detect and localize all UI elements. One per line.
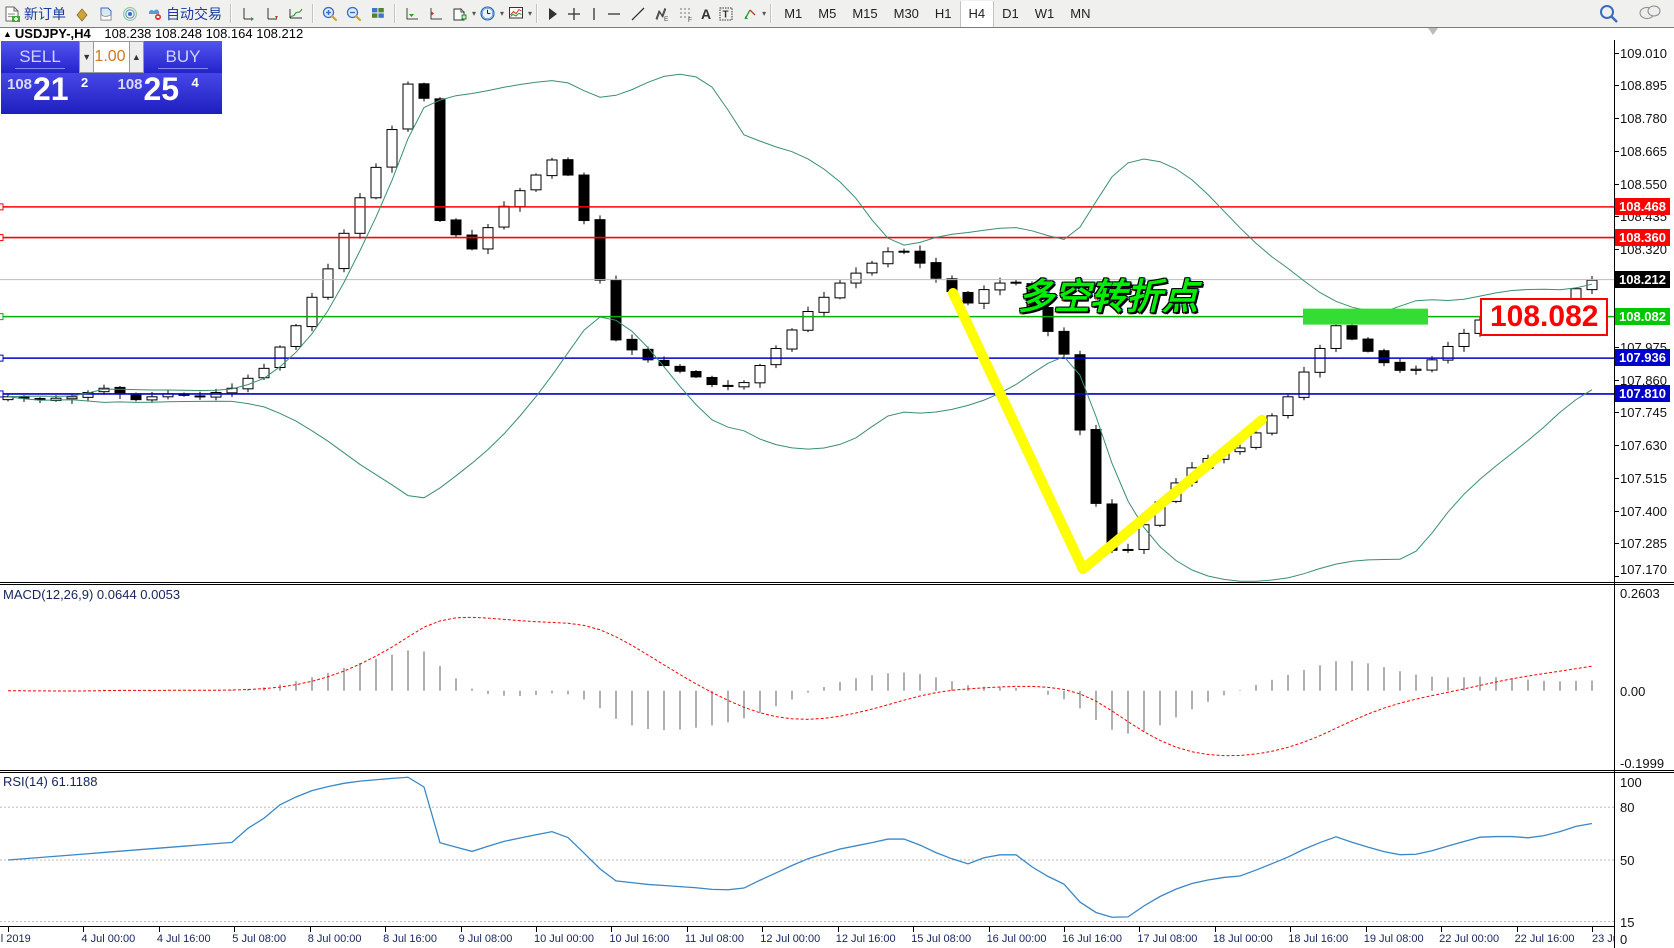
svg-text:E: E [664, 16, 669, 23]
svg-text:F: F [688, 17, 692, 23]
svg-text:T: T [723, 9, 729, 20]
